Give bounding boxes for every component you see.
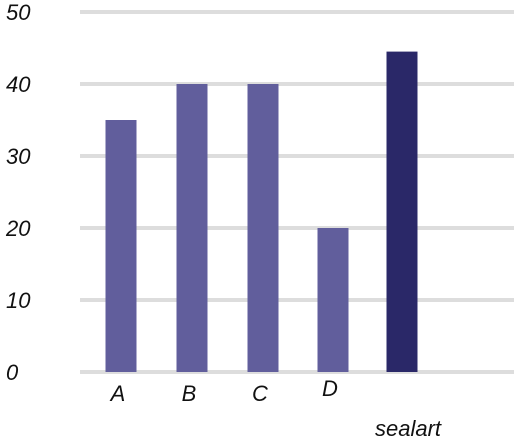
y-tick-label-40: 40	[6, 72, 31, 97]
bars	[105, 51, 418, 372]
gridlines	[80, 10, 514, 374]
bar-C	[247, 84, 279, 372]
y-tick-label-10: 10	[6, 288, 31, 313]
bar-A	[105, 120, 137, 372]
x-category-label-A: A	[109, 381, 126, 406]
bar-sealart	[386, 51, 418, 372]
bar-D	[317, 228, 349, 372]
x-category-label-D: D	[322, 376, 338, 401]
x-category-label-C: C	[252, 381, 268, 406]
x-category-label-sealart: sealart	[375, 416, 442, 441]
y-tick-label-30: 30	[6, 144, 31, 169]
y-tick-label-50: 50	[6, 0, 31, 25]
bar-B	[176, 84, 208, 372]
y-tick-label-0: 0	[6, 360, 19, 385]
x-category-label-B: B	[182, 381, 197, 406]
y-tick-label-20: 20	[5, 216, 31, 241]
y-axis-tick-labels: 0 10 20 30 40 50	[5, 0, 31, 385]
